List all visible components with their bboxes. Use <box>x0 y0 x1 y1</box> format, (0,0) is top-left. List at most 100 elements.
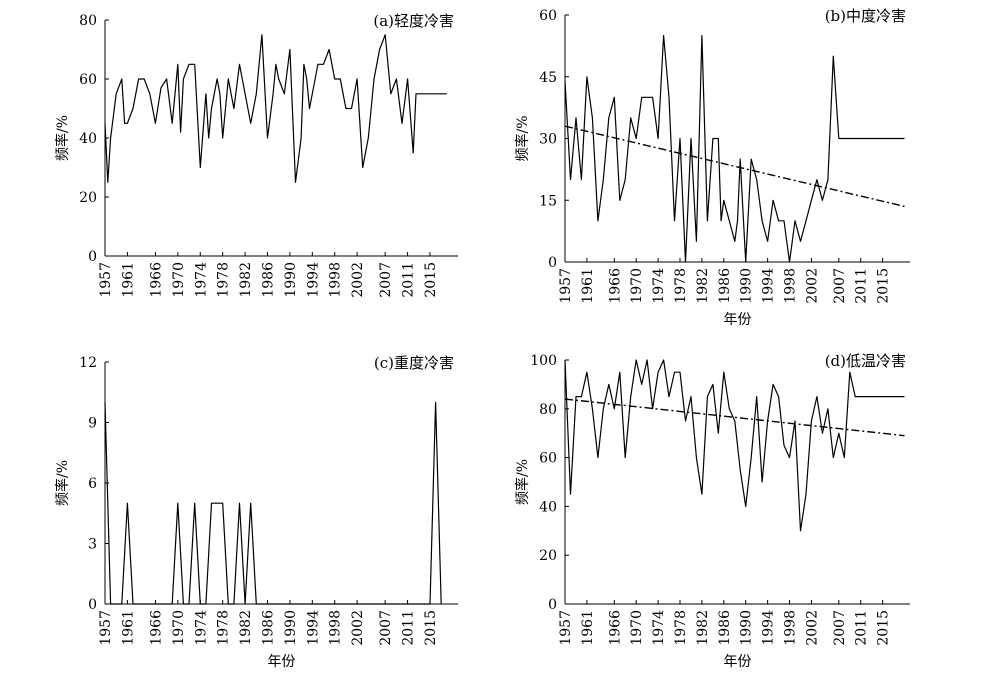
x-tick-label: 2011 <box>854 268 870 304</box>
x-axis-label: 年份 <box>724 312 752 328</box>
y-tick-label: 0 <box>88 249 97 265</box>
panel-a-light-chilling: (a)轻度冷害 频率/% 0 20 40 60 80 1957 1961 1966 1970 19… <box>54 12 458 298</box>
y-tick-label: 12 <box>79 355 97 371</box>
y-tick-label: 80 <box>539 402 557 418</box>
x-tick-label: 1974 <box>651 268 667 304</box>
x-tick-label: 1978 <box>216 610 232 646</box>
panel-d-low-temperature-chilling: (d)低温冷害 频率/% 年份 0 20 40 60 80 100 1957 1961 1966… <box>514 352 910 670</box>
data-series-line <box>104 34 447 183</box>
x-axis-label: 年份 <box>268 654 296 670</box>
y-tick-label: 3 <box>88 537 97 553</box>
y-tick-label: 60 <box>539 8 557 24</box>
panel-title: (a)轻度冷害 <box>373 12 454 30</box>
trend-line <box>564 398 905 437</box>
trend-line <box>564 125 905 208</box>
x-tick-label: 2015 <box>876 610 892 646</box>
x-tick-label: 1966 <box>148 262 164 298</box>
x-tick-label: 2002 <box>350 262 366 298</box>
y-axis-label: 频率/% <box>54 460 71 506</box>
x-tick-label: 2011 <box>854 610 870 646</box>
x-tick-label: 2002 <box>804 610 820 646</box>
x-tick-label: 1986 <box>717 268 733 304</box>
y-tick-label: 80 <box>79 13 97 29</box>
data-series-line <box>564 34 905 263</box>
y-tick-label: 0 <box>88 597 97 613</box>
x-tick-label: 1966 <box>607 610 623 646</box>
x-tick-label: 1974 <box>193 262 209 298</box>
x-tick-label: 1998 <box>783 268 799 304</box>
x-axis-label: 年份 <box>724 654 752 670</box>
x-tick-label: 1957 <box>558 610 574 646</box>
y-tick-label: 0 <box>548 597 557 613</box>
x-tick-label: 2015 <box>876 268 892 304</box>
x-tick-label: 1961 <box>120 610 136 646</box>
y-tick-label: 9 <box>88 416 97 432</box>
x-tick-label: 1966 <box>607 268 623 304</box>
x-tick-label: 1970 <box>171 610 187 646</box>
x-tick-label: 1970 <box>629 610 645 646</box>
x-tick-label: 2011 <box>401 610 417 646</box>
x-tick-label: 1961 <box>580 268 596 304</box>
panel-b-moderate-chilling: (b)中度冷害 频率/% 年份 0 15 30 45 60 1957 1961 1966 197… <box>514 7 910 328</box>
x-tick-label: 1998 <box>328 262 344 298</box>
x-tick-label: 1970 <box>629 268 645 304</box>
x-tick-label: 1982 <box>238 610 254 646</box>
x-tick-label: 2011 <box>401 262 417 298</box>
y-tick-label: 6 <box>88 476 97 492</box>
x-tick-label: 1994 <box>761 610 777 646</box>
x-tick-label: 1961 <box>580 610 596 646</box>
x-tick-label: 2007 <box>832 610 848 646</box>
x-tick-label: 1998 <box>328 610 344 646</box>
data-series-line <box>564 359 905 532</box>
y-tick-label: 40 <box>539 499 557 515</box>
x-tick-label: 1957 <box>558 268 574 304</box>
x-tick-label: 1974 <box>193 610 209 646</box>
panel-title: (d)低温冷害 <box>825 352 906 370</box>
y-tick-label: 20 <box>539 548 557 564</box>
x-tick-label: 1998 <box>783 610 799 646</box>
y-tick-label: 40 <box>79 131 97 147</box>
x-tick-label: 1990 <box>283 262 299 298</box>
y-axis-label: 频率/% <box>514 115 531 161</box>
y-axis-label: 频率/% <box>514 459 531 505</box>
panel-c-severe-chilling: (c)重度冷害 频率/% 年份 0 3 6 9 12 1957 1961 1966 1970 19… <box>54 354 458 670</box>
x-tick-label: 1974 <box>651 610 667 646</box>
panel-title: (b)中度冷害 <box>825 7 906 25</box>
y-tick-label: 15 <box>539 193 557 209</box>
x-tick-label: 2007 <box>378 610 394 646</box>
panel-title: (c)重度冷害 <box>374 354 454 372</box>
y-tick-label: 100 <box>530 353 557 369</box>
y-tick-label: 30 <box>539 132 557 148</box>
x-tick-label: 2007 <box>378 262 394 298</box>
y-tick-label: 60 <box>539 451 557 467</box>
x-tick-label: 1994 <box>305 610 321 646</box>
x-tick-label: 1990 <box>283 610 299 646</box>
x-tick-label: 1982 <box>695 610 711 646</box>
x-tick-label: 1994 <box>761 268 777 304</box>
x-tick-label: 1986 <box>260 610 276 646</box>
x-tick-label: 1957 <box>98 262 114 298</box>
y-tick-label: 20 <box>79 190 97 206</box>
x-tick-label: 2015 <box>423 262 439 298</box>
x-tick-label: 1990 <box>739 610 755 646</box>
x-tick-label: 1966 <box>148 610 164 646</box>
x-tick-label: 1994 <box>305 262 321 298</box>
x-tick-label: 1990 <box>739 268 755 304</box>
y-tick-label: 0 <box>548 255 557 271</box>
y-axis-label: 频率/% <box>54 115 71 161</box>
x-tick-label: 1978 <box>216 262 232 298</box>
x-tick-label: 2007 <box>832 268 848 304</box>
x-tick-label: 1986 <box>260 262 276 298</box>
x-tick-label: 1982 <box>695 268 711 304</box>
x-tick-label: 1986 <box>717 610 733 646</box>
x-tick-label: 1982 <box>238 262 254 298</box>
x-tick-label: 2002 <box>804 268 820 304</box>
x-tick-label: 1970 <box>171 262 187 298</box>
x-tick-label: 1961 <box>120 262 136 298</box>
y-tick-label: 45 <box>539 70 557 86</box>
x-tick-label: 1957 <box>98 610 114 646</box>
data-series-line <box>104 401 442 605</box>
y-tick-label: 60 <box>79 72 97 88</box>
x-tick-label: 1978 <box>673 268 689 304</box>
